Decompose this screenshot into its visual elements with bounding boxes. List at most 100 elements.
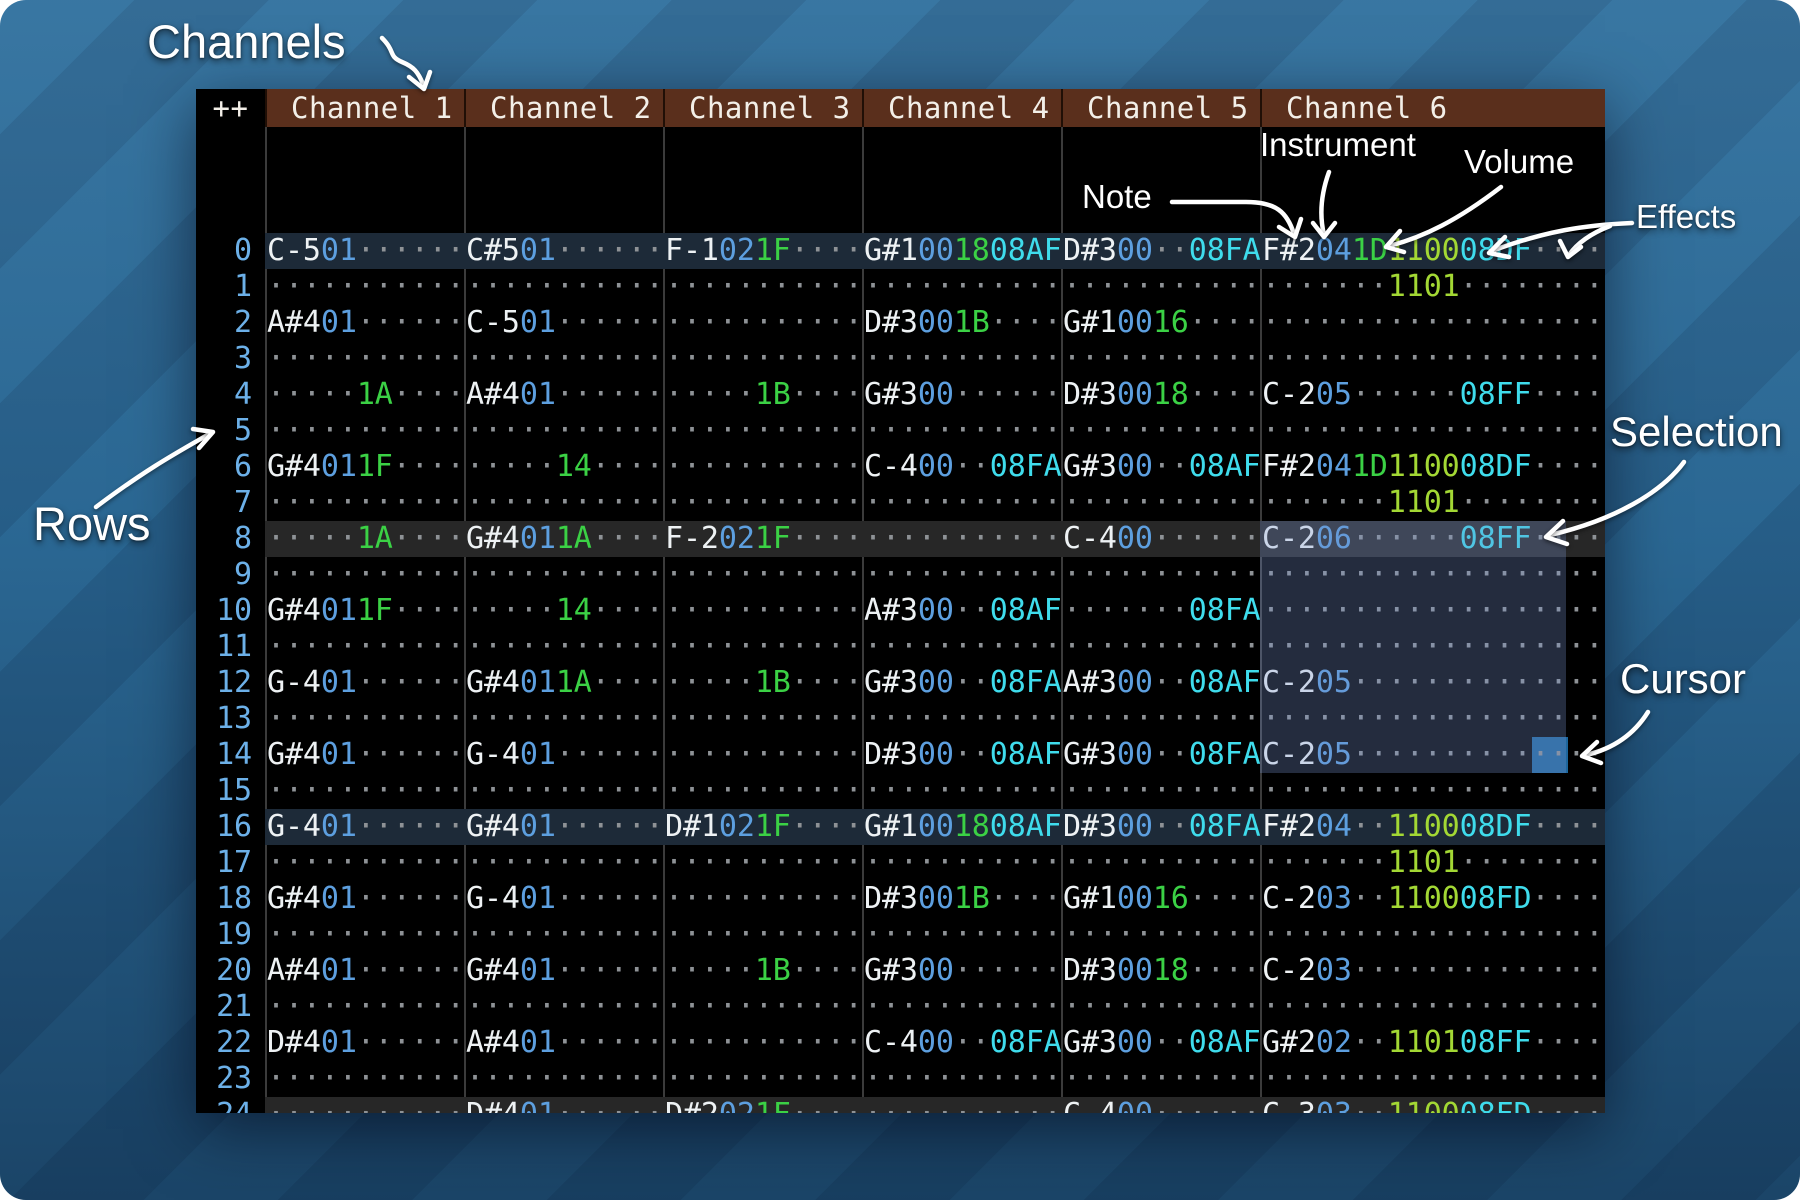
pattern-cell[interactable]: ··········· [862,341,1061,377]
pattern-cell[interactable]: ··········· [663,413,862,449]
row-number[interactable]: 10 [216,593,252,628]
pattern-cell[interactable]: ··········· [1061,845,1260,881]
pattern-cell[interactable]: C-303··110008FD···· [1260,1097,1605,1113]
row-number[interactable]: 22 [216,1025,252,1060]
pattern-cell[interactable]: ··········· [265,629,464,665]
pattern-cell[interactable]: ·····1B···· [663,953,862,989]
pattern-cell[interactable]: G#4011F···· [265,449,464,485]
pattern-cell[interactable]: D#2021F···· [663,1097,862,1113]
pattern-grid[interactable]: 0 C-501······ C#501······ F-1021F···· G#1001… [196,127,1605,1113]
pattern-cell[interactable]: ··········· [663,1061,862,1097]
pattern-cell[interactable]: ··················· [1260,629,1605,665]
header-channel-2[interactable]: Channel 2 [464,89,663,127]
pattern-cell[interactable]: ··········· [862,1097,1061,1113]
row-number[interactable]: 11 [216,629,252,664]
pattern-cell[interactable]: D#1021F···· [663,809,862,845]
pattern-cell[interactable]: ··················· [1260,989,1605,1025]
pattern-cell[interactable]: ··········· [1061,557,1260,593]
pattern-cell[interactable]: D#401······ [464,1097,663,1113]
pattern-cell[interactable]: ··········· [464,629,663,665]
pattern-cell[interactable]: D#3001B···· [862,305,1061,341]
row-number[interactable]: 21 [216,989,252,1024]
pattern-cell[interactable]: ·······1101········ [1260,269,1605,305]
pattern-cell[interactable]: ··········· [265,341,464,377]
pattern-cell[interactable]: G#202··110108FF···· [1260,1025,1605,1061]
row-number[interactable]: 12 [216,665,252,700]
row-number[interactable]: 1 [234,269,252,304]
pattern-cell[interactable]: C-205·············· [1260,665,1605,701]
pattern-cell[interactable]: ··········· [1061,341,1260,377]
pattern-cell[interactable]: A#300··08AF [1061,665,1260,701]
pattern-cell[interactable]: ··········· [1061,629,1260,665]
row-number[interactable]: 5 [234,413,252,448]
pattern-cell[interactable]: ··················· [1260,341,1605,377]
pattern-cell[interactable]: ··········· [663,449,862,485]
pattern-cell[interactable]: ··········· [862,521,1061,557]
row-number[interactable]: 6 [234,449,252,484]
pattern-cell[interactable]: ··········· [464,1061,663,1097]
pattern-cell[interactable]: ·····1B···· [663,377,862,413]
pattern-cell[interactable]: ··········· [1061,413,1260,449]
pattern-cell[interactable]: ··········· [464,485,663,521]
pattern-cell[interactable]: ··········· [464,341,663,377]
pattern-cell[interactable]: ··········· [1061,1061,1260,1097]
pattern-cell[interactable]: C-205······08FF···· [1260,377,1605,413]
pattern-cell[interactable]: ··········· [862,629,1061,665]
row-number[interactable]: 8 [234,521,252,556]
pattern-cell[interactable]: ··········· [464,413,663,449]
pattern-cell[interactable]: ··········· [862,485,1061,521]
row-number[interactable]: 4 [234,377,252,412]
pattern-cell[interactable]: ··········· [663,305,862,341]
pattern-cell[interactable]: ··················· [1260,305,1605,341]
row-number[interactable]: 19 [216,917,252,952]
pattern-cell[interactable]: ··········· [265,989,464,1025]
pattern-cell[interactable]: ··········· [464,845,663,881]
pattern-cell[interactable]: ··········· [663,917,862,953]
pattern-cell[interactable]: A#300··08AF [862,593,1061,629]
pattern-cell[interactable]: ··················· [1260,413,1605,449]
pattern-cell[interactable]: ··········· [663,773,862,809]
pattern-cell[interactable]: G#300··08FA [1061,737,1260,773]
row-number[interactable]: 17 [216,845,252,880]
pattern-cell[interactable]: ··········· [1061,701,1260,737]
pattern-cell[interactable]: D#30018···· [1061,953,1260,989]
pattern-cell[interactable]: ··················· [1260,701,1605,737]
pattern-cell[interactable]: G-401······ [265,665,464,701]
pattern-cell[interactable]: ··········· [862,773,1061,809]
pattern-cell[interactable]: D#300··08FA [1061,233,1260,269]
row-number[interactable]: 13 [216,701,252,736]
pattern-cell[interactable]: G#300··08AF [1061,1025,1260,1061]
pattern-cell[interactable]: ··········· [265,917,464,953]
pattern-cell[interactable]: ··········· [663,593,862,629]
pattern-cell[interactable]: ··········· [464,269,663,305]
pattern-cell[interactable]: ··········· [464,989,663,1025]
pattern-cell[interactable]: ··········· [862,989,1061,1025]
pattern-cell[interactable]: C-203··110008FD···· [1260,881,1605,917]
pattern-cell[interactable]: D#30018···· [1061,377,1260,413]
header-channel-4[interactable]: Channel 4 [862,89,1061,127]
pattern-cell[interactable]: C-501······ [464,305,663,341]
pattern-cell[interactable]: ··········· [862,1061,1061,1097]
pattern-cell[interactable]: ··········· [265,485,464,521]
pattern-cell[interactable]: ··········· [464,701,663,737]
pattern-cell[interactable]: ··················· [1260,593,1605,629]
pattern-cell[interactable]: G#10016···· [1061,881,1260,917]
pattern-cell[interactable]: G#300······ [862,953,1061,989]
header-channel-1[interactable]: Channel 1 [265,89,464,127]
row-number[interactable]: 16 [216,809,252,844]
pattern-cell[interactable]: C-501······ [265,233,464,269]
pattern-cell[interactable]: G#401······ [464,953,663,989]
pattern-cell[interactable]: ··········· [663,557,862,593]
pattern-corner-cell[interactable]: ++ [196,89,265,127]
row-number[interactable]: 14 [216,737,252,772]
pattern-cell[interactable]: ·····1A···· [265,521,464,557]
pattern-cell[interactable]: ··········· [464,773,663,809]
pattern-cell[interactable]: ··········· [663,485,862,521]
pattern-cell[interactable]: D#300··08FA [1061,809,1260,845]
pattern-cell[interactable]: ··········· [663,845,862,881]
pattern-cell[interactable]: F#204··110008DF···· [1260,809,1605,845]
pattern-cell[interactable]: D#401······ [265,1025,464,1061]
pattern-cell[interactable]: F-2021F···· [663,521,862,557]
pattern-cell[interactable]: C-400······ [1061,1097,1260,1113]
pattern-cell[interactable]: ··········· [1061,485,1260,521]
